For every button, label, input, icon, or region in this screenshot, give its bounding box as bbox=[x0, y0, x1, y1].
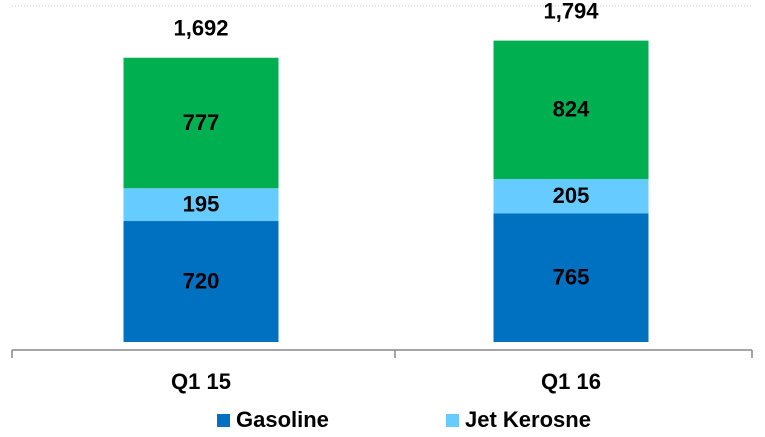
bar-segment bbox=[123, 188, 279, 222]
bar-segment bbox=[123, 57, 279, 189]
bar-segment bbox=[493, 213, 649, 342]
data-label: 205 bbox=[553, 183, 590, 208]
data-label: 720 bbox=[183, 268, 220, 293]
legend-label: Jet Kerosne bbox=[465, 407, 591, 432]
total-label: 1,794 bbox=[543, 0, 599, 23]
bar-segment bbox=[493, 179, 649, 214]
legend-swatch bbox=[446, 414, 459, 427]
bar-segment bbox=[123, 221, 279, 342]
total-label: 1,692 bbox=[173, 16, 228, 41]
legend-label: Gasoline bbox=[236, 407, 329, 432]
data-label: 777 bbox=[183, 110, 220, 135]
x-tick-label: Q1 16 bbox=[541, 369, 601, 394]
x-tick-label: Q1 15 bbox=[171, 369, 231, 394]
bar-segment bbox=[493, 40, 649, 180]
data-label: 195 bbox=[183, 191, 220, 216]
data-label: 765 bbox=[553, 265, 590, 290]
data-label: 824 bbox=[553, 97, 590, 122]
legend-swatch bbox=[217, 414, 230, 427]
